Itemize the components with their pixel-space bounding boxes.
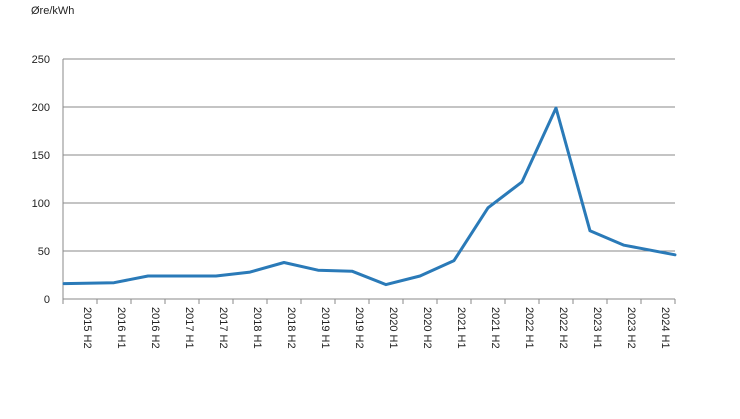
y-tick-label: 150 xyxy=(32,150,50,162)
x-tick-label: 2024 H1 xyxy=(659,307,671,349)
series-lines xyxy=(62,106,677,287)
axes xyxy=(62,59,676,304)
x-tick-label: 2018 H2 xyxy=(285,307,297,349)
y-tick-label: 250 xyxy=(32,54,50,66)
x-tick-label: 2016 H1 xyxy=(115,307,127,349)
y-tick-label: 200 xyxy=(32,102,50,114)
x-tick-label: 2021 H2 xyxy=(489,307,501,349)
x-tick-labels: 2015 H2 2016 H1 2016 H2 2017 H1 2017 H2 2018 … xyxy=(81,307,671,349)
x-tick-label: 2021 H1 xyxy=(455,307,467,349)
x-tick-label: 2022 H2 xyxy=(557,307,569,349)
gridlines xyxy=(63,58,675,252)
y-axis-unit-label: Øre/kWh xyxy=(31,5,75,17)
x-tick-label: 2017 H2 xyxy=(217,307,229,349)
x-tick-label: 2023 H2 xyxy=(625,307,637,349)
x-tick-label: 2020 H2 xyxy=(421,307,433,349)
y-tick-label: 50 xyxy=(38,246,50,258)
x-tick-label: 2019 H1 xyxy=(319,307,331,349)
y-tick-label: 100 xyxy=(32,198,50,210)
x-tick-label: 2023 H1 xyxy=(591,307,603,349)
x-tick-label: 2016 H2 xyxy=(149,307,161,349)
x-tick-label: 2020 H1 xyxy=(387,307,399,349)
y-tick-labels: 0 50 100 150 200 250 xyxy=(32,54,50,306)
x-tick-label: 2018 H1 xyxy=(251,307,263,349)
series-line xyxy=(62,106,677,287)
x-tick-label: 2019 H2 xyxy=(353,307,365,349)
x-tick-label: 2015 H2 xyxy=(81,307,93,349)
x-tick-label: 2022 H1 xyxy=(523,307,535,349)
x-tick-label: 2017 H1 xyxy=(183,307,195,349)
y-tick-label: 0 xyxy=(44,294,50,306)
